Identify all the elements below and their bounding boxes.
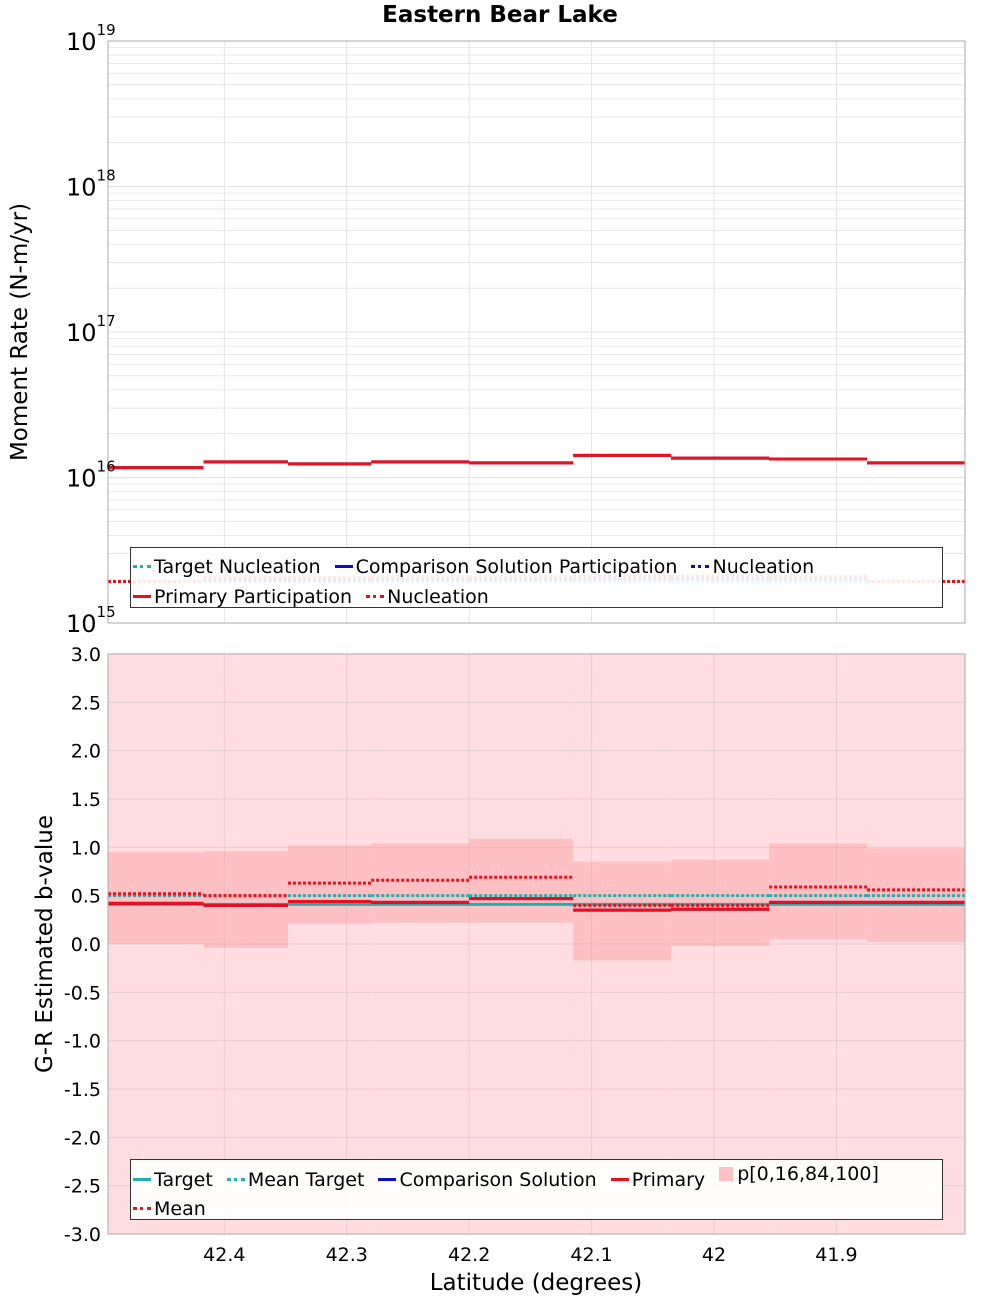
y-tick-label: 1018 xyxy=(66,167,116,202)
y-tick-label: 1.0 xyxy=(71,837,101,859)
y-tick-label: -2.0 xyxy=(64,1127,101,1149)
y-tick-label: -0.5 xyxy=(64,982,101,1004)
chart-title: Eastern Bear Lake xyxy=(382,2,618,28)
band-inner xyxy=(108,852,204,944)
y-tick-label: 1015 xyxy=(66,603,116,638)
band-inner xyxy=(203,851,288,948)
plot-frame xyxy=(107,40,966,624)
moment-rate-legend: Target Nucleation Comparison Solution Pa… xyxy=(130,547,943,608)
x-tick-label: 42.1 xyxy=(570,1244,612,1266)
y-tick-label: -1.5 xyxy=(64,1079,101,1101)
x-tick-label: 42.2 xyxy=(448,1244,490,1266)
legend-item: Primary xyxy=(609,1169,705,1191)
legend-item: Target xyxy=(131,1169,213,1191)
legend-item: Target Nucleation xyxy=(131,556,321,578)
band-outer xyxy=(469,654,574,1234)
y-tick-label: 1017 xyxy=(66,312,116,347)
band-inner xyxy=(769,843,868,940)
y-tick-label: 2.5 xyxy=(71,692,101,714)
x-axis-label: Latitude (degrees) xyxy=(430,1270,643,1296)
legend-item: Primary Participation xyxy=(131,586,352,608)
y-tick-label: -1.0 xyxy=(64,1031,101,1053)
legend-item: Comparison Solution Participation xyxy=(333,556,677,578)
y-tick-label: 2.0 xyxy=(71,741,101,763)
band-inner xyxy=(371,843,470,923)
x-tick-label: 42 xyxy=(702,1244,726,1266)
b-value-plot: 3.0 2.5 2.0 1.5 1.0 0.5 0.0 -0.5 -1.0 -1.5 -2.0 -2.… xyxy=(32,644,966,1266)
x-tick-label: 42.4 xyxy=(203,1244,245,1266)
y-axis-label: G-R Estimated b-value xyxy=(32,815,58,1073)
band-outer xyxy=(867,654,965,1234)
legend-row: Target Nucleation Comparison Solution Pa… xyxy=(131,551,820,578)
legend-row: Target Mean Target Comparison Solution P… xyxy=(131,1163,885,1191)
y-tick-label: 1019 xyxy=(66,21,116,56)
band-outer xyxy=(769,654,868,1234)
moment-rate-plot: 1015 1016 1017 1018 1019 Moment Rate (N-m/yr) xyxy=(7,21,966,638)
plot-frame xyxy=(107,653,966,1235)
y-tick-label: -2.5 xyxy=(64,1176,101,1198)
legend-item: Nucleation xyxy=(364,586,489,608)
legend-row: Primary Participation Nucleation xyxy=(131,581,495,608)
legend-row: Mean xyxy=(131,1193,212,1220)
x-tick-label: 42.3 xyxy=(326,1244,368,1266)
y-tick-label: 1016 xyxy=(66,458,116,493)
legend-item: Nucleation xyxy=(689,556,814,578)
y-tick-label: 0.0 xyxy=(71,934,101,956)
y-tick-label: 3.0 xyxy=(71,644,101,666)
x-tick-label: 41.9 xyxy=(815,1244,857,1266)
y-tick-label: -3.0 xyxy=(64,1224,101,1246)
legend-item: Mean Target xyxy=(225,1169,364,1191)
b-value-legend: Target Mean Target Comparison Solution P… xyxy=(130,1159,943,1220)
legend-item: Comparison Solution xyxy=(376,1169,597,1191)
y-tick-label: 0.5 xyxy=(71,886,101,908)
legend-item: Mean xyxy=(131,1198,206,1220)
band-outer xyxy=(371,654,470,1234)
y-tick-label: 1.5 xyxy=(71,789,101,811)
band-inner xyxy=(469,838,574,923)
legend-item: p[0,16,84,100] xyxy=(717,1163,879,1185)
y-axis-label: Moment Rate (N-m/yr) xyxy=(7,203,33,461)
band-outer xyxy=(287,654,372,1234)
